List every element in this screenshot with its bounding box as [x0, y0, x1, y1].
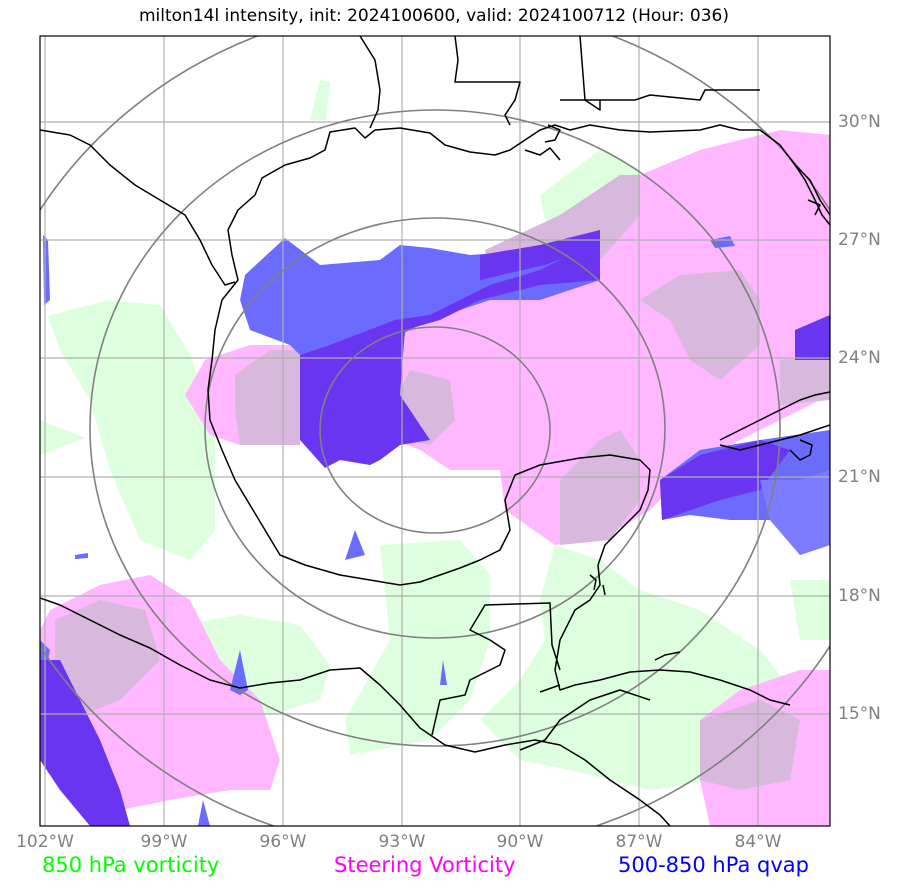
lon-label-87w: 87°W — [615, 832, 663, 852]
legend-steering-vorticity: Steering Vorticity — [334, 853, 516, 877]
map-frame — [39, 35, 831, 827]
coastlines — [40, 36, 830, 826]
lat-label-18n: 18°N — [838, 586, 881, 606]
lon-label-93w: 93°W — [378, 832, 426, 852]
range-rings — [40, 36, 830, 826]
lat-label-27n: 27°N — [838, 230, 881, 250]
lon-label-102w: 102°W — [16, 832, 74, 852]
lon-label-90w: 90°W — [496, 832, 544, 852]
overlap-fill — [55, 175, 830, 790]
lat-label-21n: 21°N — [838, 467, 881, 487]
lat-label-30n: 30°N — [838, 112, 881, 132]
lon-label-84w: 84°W — [734, 832, 782, 852]
lon-label-96w: 96°W — [259, 832, 307, 852]
lat-label-24n: 24°N — [838, 348, 881, 368]
legend-qvap: 500-850 hPa qvap — [618, 853, 809, 877]
map-title: milton14l intensity, init: 2024100600, v… — [138, 6, 729, 26]
lat-label-15n: 15°N — [838, 704, 881, 724]
lon-label-99w: 99°W — [140, 832, 188, 852]
legend-vorticity-850: 850 hPa vorticity — [42, 853, 220, 877]
qvap-light-fill — [760, 470, 830, 555]
graticule — [40, 36, 830, 826]
